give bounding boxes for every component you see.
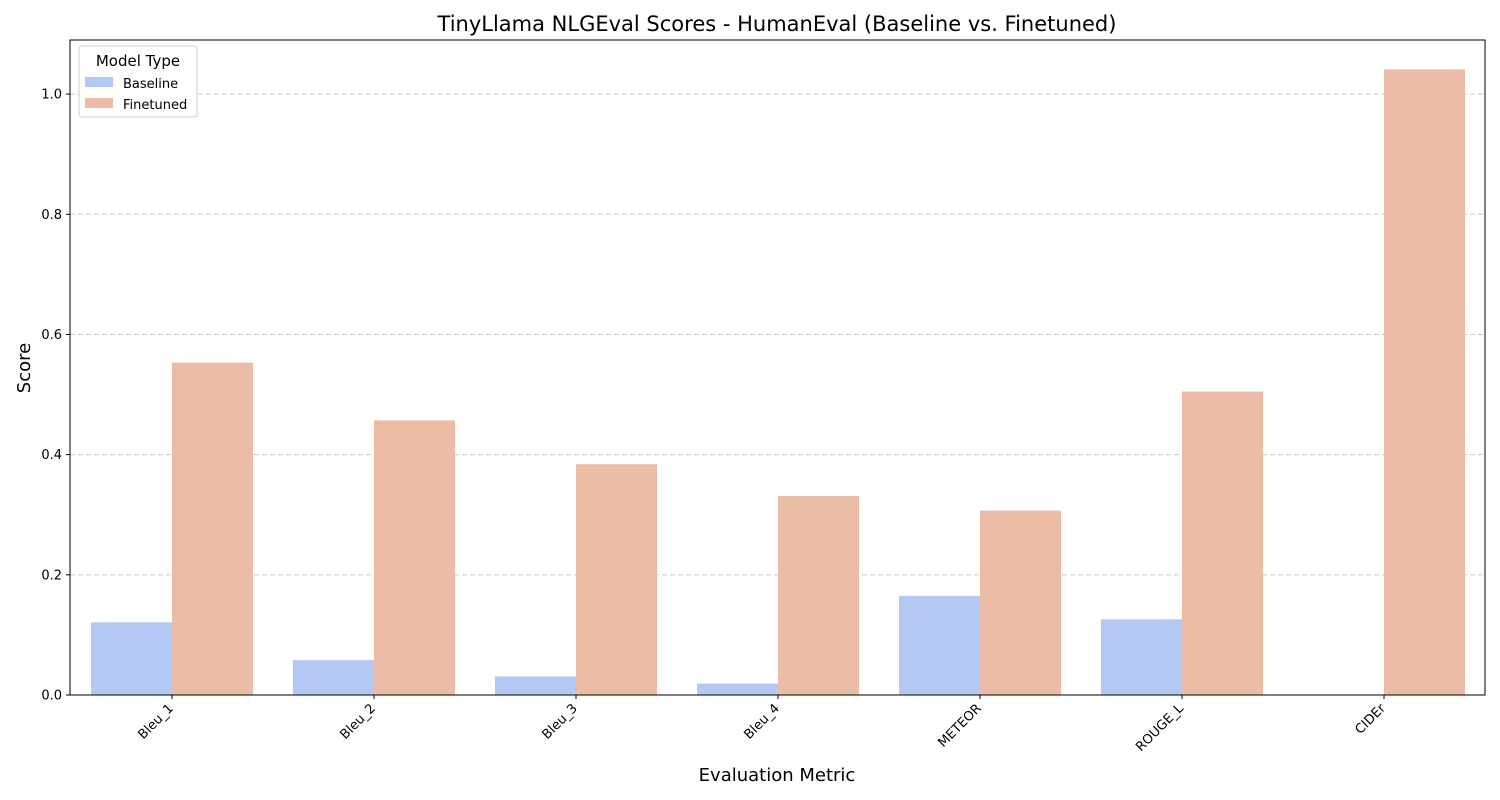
bar-baseline-bleu_1 [91, 622, 172, 695]
bar-finetuned-cider [1384, 69, 1465, 696]
y-tick-label: 0.2 [41, 568, 62, 583]
bar-baseline-bleu_3 [495, 676, 576, 695]
x-tick-label: ROUGE_L [1133, 701, 1187, 755]
gridlines [70, 93, 1485, 576]
bar-baseline-bleu_4 [697, 683, 778, 695]
bar-finetuned-bleu_4 [778, 496, 859, 695]
x-axis-label: Evaluation Metric [699, 765, 856, 786]
chart-title: TinyLlama NLGEval Scores - HumanEval (Ba… [437, 12, 1117, 36]
y-tick-label: 0.0 [41, 689, 62, 704]
bar-finetuned-bleu_3 [576, 464, 657, 695]
legend-label-baseline: Baseline [123, 77, 178, 92]
y-tick-label: 0.4 [41, 448, 62, 463]
y-tick-label: 1.0 [41, 88, 62, 103]
bar-finetuned-meteor [980, 510, 1061, 695]
y-tick-label: 0.6 [41, 328, 62, 343]
bar-baseline-meteor [899, 595, 980, 695]
y-tick-label: 0.8 [41, 208, 62, 223]
bar-finetuned-bleu_1 [172, 362, 253, 695]
legend-swatch-finetuned [85, 98, 113, 108]
bar-finetuned-bleu_2 [374, 420, 455, 695]
x-axis-ticks: Bleu_1 Bleu_2 Bleu_3 Bleu_4 METEOR ROUGE_L CID… [135, 695, 1389, 755]
x-tick-label: CIDEr [1352, 701, 1389, 738]
bar-finetuned-rouge_l [1182, 391, 1263, 695]
bar-baseline-rouge_l [1101, 619, 1182, 695]
bar-baseline-bleu_2 [293, 660, 374, 695]
y-axis-label: Score [14, 343, 35, 393]
legend-title: Model Type [96, 52, 180, 70]
x-tick-label: METEOR [935, 701, 984, 750]
plot-frame [69, 39, 1486, 696]
x-tick-label: Bleu_4 [741, 701, 782, 742]
x-tick-label: Bleu_3 [539, 701, 580, 742]
bars [91, 69, 1465, 696]
x-tick-label: Bleu_2 [337, 701, 378, 742]
legend: Model Type Baseline Finetuned [78, 45, 198, 118]
x-tick-label: Bleu_1 [135, 701, 176, 742]
legend-label-finetuned: Finetuned [123, 98, 187, 113]
legend-swatch-baseline [85, 77, 113, 87]
y-axis-ticks: 0.0 0.2 0.4 0.6 0.8 1.0 [41, 88, 70, 704]
